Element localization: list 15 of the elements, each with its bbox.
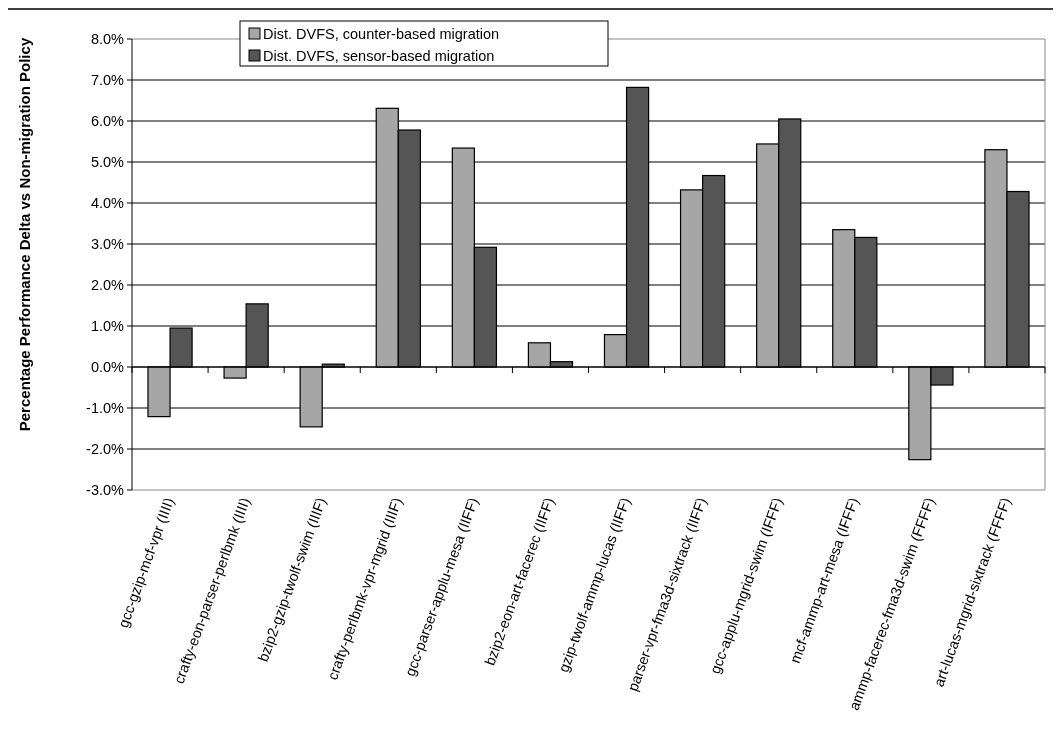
y-tick-label: 5.0%	[90, 154, 125, 171]
y-axis-title: Percentage Performance Delta vs Non-migration Policy	[16, 37, 33, 432]
y-tick-label: 3.0%	[90, 236, 125, 253]
legend-label: Dist. DVFS, sensor-based migration	[263, 48, 495, 65]
y-tick-label: 4.0%	[90, 195, 125, 212]
y-tick-label: 6.0%	[90, 113, 125, 130]
y-tick-label: 8.0%	[90, 31, 125, 48]
y-tick-label: 0.0%	[90, 359, 125, 376]
y-tick-label: -1.0%	[86, 400, 125, 417]
y-tick-label: 2.0%	[90, 277, 125, 294]
y-tick-label: 1.0%	[90, 318, 125, 335]
y-tick-label: 7.0%	[90, 72, 125, 89]
y-tick-label: -2.0%	[86, 441, 125, 458]
y-tick-label: -3.0%	[86, 482, 125, 499]
legend-label: Dist. DVFS, counter-based migration	[263, 26, 500, 43]
